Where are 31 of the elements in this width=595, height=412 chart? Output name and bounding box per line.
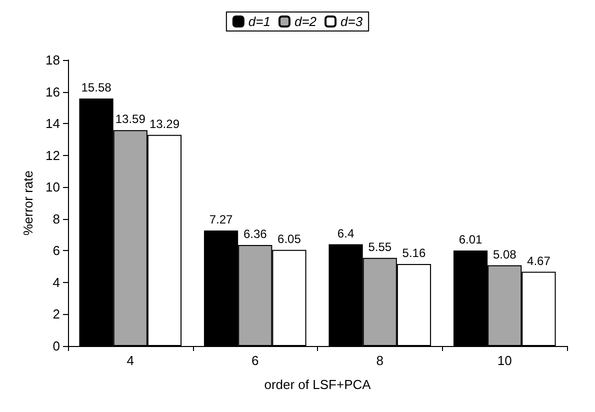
data-label: 7.27 [209,212,234,226]
y-tick-label: 18 [46,52,60,68]
x-tick-label: 10 [497,353,512,368]
data-label: 4.67 [527,254,551,268]
data-label: 6.05 [278,232,302,246]
y-tick-label: 0 [52,338,60,354]
legend-label: d=1 [248,14,270,29]
y-tick-label: 6 [52,243,60,258]
y-tick-label: 12 [46,148,60,163]
x-tick-label: 4 [126,353,134,368]
data-label: 5.08 [492,247,517,262]
x-tick-label: 8 [376,353,384,368]
y-tick-label: 2 [52,306,60,322]
y-axis-title: %error rate [20,170,36,236]
legend-label: d=2 [294,14,318,29]
data-label: 6.01 [458,232,483,247]
data-label: 5.16 [402,246,426,260]
y-tick-label: 8 [52,211,60,226]
data-label: 13.29 [149,116,180,131]
data-label: 6.4 [337,226,354,240]
data-label: 13.59 [115,112,146,126]
data-label: 5.55 [368,240,392,254]
x-axis-title: order of LSF+PCA [264,377,372,392]
data-label: 6.36 [243,226,268,241]
x-tick-label: 6 [252,353,259,368]
y-tick-label: 10 [46,180,60,195]
y-tick-label: 4 [52,274,60,290]
data-label: 15.58 [81,80,112,94]
y-tick-label: 16 [46,84,60,100]
y-tick-label: 14 [46,116,60,132]
legend-label: d=3 [340,14,364,29]
